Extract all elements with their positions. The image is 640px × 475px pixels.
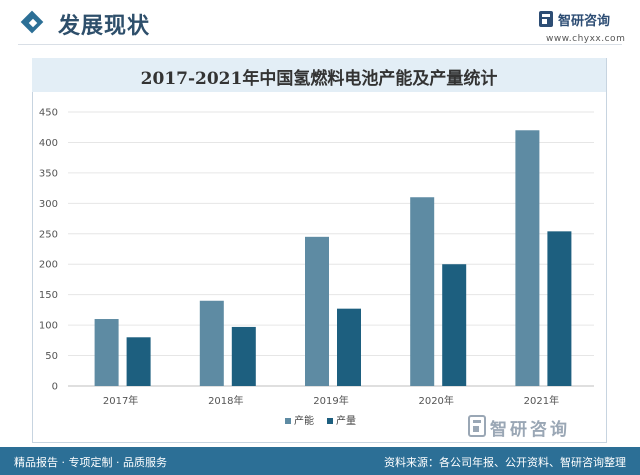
bar-产量-2019年 bbox=[337, 308, 361, 386]
bar-产能-2019年 bbox=[305, 236, 329, 386]
footer-logo-icon bbox=[468, 415, 486, 437]
legend-label-产量: 产量 bbox=[336, 414, 356, 427]
brand-logo-icon bbox=[539, 11, 553, 27]
x-tick-label: 2021年 bbox=[524, 394, 559, 407]
bar-产能-2018年 bbox=[199, 300, 224, 386]
footer-source: 资料来源：各公司年报、公开资料、智研咨询整理 bbox=[384, 456, 626, 469]
y-tick-label: 200 bbox=[39, 260, 58, 271]
legend-label-产能: 产能 bbox=[294, 414, 314, 427]
y-tick-label: 350 bbox=[39, 168, 58, 179]
y-tick-label: 400 bbox=[39, 138, 58, 149]
y-tick-label: 150 bbox=[39, 290, 58, 301]
bar-产量-2018年 bbox=[231, 326, 256, 386]
y-tick-label: 0 bbox=[52, 382, 58, 393]
footer-logo: 智研咨询 bbox=[468, 413, 628, 443]
header: 发展现状 智研咨询 www.chyxx.com bbox=[0, 0, 640, 56]
y-tick-label: 50 bbox=[45, 351, 58, 362]
footer-tagline: 精品报告 · 专项定制 · 品质服务 bbox=[14, 456, 167, 469]
chart-title: 2017-2021年中国氢燃料电池产能及产量统计 bbox=[140, 69, 498, 89]
y-tick-label: 300 bbox=[39, 199, 58, 210]
bar-产量-2017年 bbox=[126, 337, 151, 386]
bar-产能-2021年 bbox=[515, 130, 540, 386]
header-divider bbox=[18, 44, 622, 45]
chart-title-bar bbox=[32, 58, 606, 92]
brand: 智研咨询 www.chyxx.com bbox=[538, 8, 634, 48]
bar-产量-2021年 bbox=[547, 231, 572, 386]
bar-产能-2017年 bbox=[94, 319, 119, 386]
bar-产能-2020年 bbox=[410, 197, 435, 386]
legend-swatch-产能 bbox=[285, 418, 291, 424]
x-tick-label: 2020年 bbox=[418, 394, 453, 407]
y-tick-label: 450 bbox=[39, 108, 58, 119]
section-title: 发展现状 bbox=[58, 14, 151, 39]
footer-logo-text: 智研咨询 bbox=[490, 420, 570, 440]
brand-url: www.chyxx.com bbox=[546, 34, 626, 44]
brand-name: 智研咨询 bbox=[558, 14, 611, 29]
x-tick-label: 2017年 bbox=[103, 394, 138, 407]
x-tick-label: 2019年 bbox=[313, 394, 348, 407]
x-tick-label: 2018年 bbox=[208, 394, 243, 407]
y-tick-label: 100 bbox=[39, 321, 58, 332]
y-tick-label: 250 bbox=[39, 229, 58, 240]
footer: 精品报告 · 专项定制 · 品质服务 资料来源：各公司年报、公开资料、智研咨询整… bbox=[0, 447, 640, 475]
legend-swatch-产量 bbox=[327, 418, 333, 424]
bar-产量-2020年 bbox=[442, 264, 467, 386]
